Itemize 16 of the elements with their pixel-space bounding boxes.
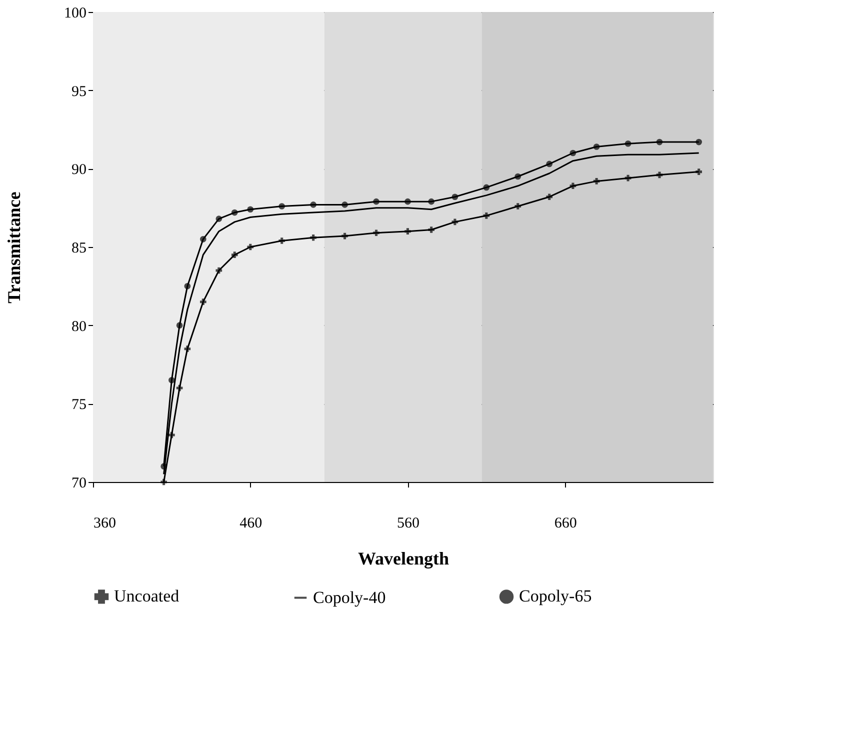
y-tick-label: 90 [72,162,86,178]
legend-label: Copoly-65 [519,586,592,606]
y-tick-label: 80 [72,318,86,335]
y-tick-label: 100 [64,6,86,22]
legend-label: Uncoated [114,586,180,606]
y-tick-label: 85 [72,240,86,256]
y-axis-title: Transmittance [4,192,24,304]
x-tick-label: 460 [240,516,262,532]
y-tick-label: 95 [72,84,86,100]
legend-label: Copoly-40 [313,588,386,607]
x-axis-title: Wavelength [358,548,450,568]
y-tick-label: 70 [72,476,86,492]
x-tick-label: 360 [94,516,116,532]
y-tick-label: 75 [72,397,86,414]
x-tick-label: 560 [396,516,420,532]
x-tick-label: 660 [554,516,577,532]
